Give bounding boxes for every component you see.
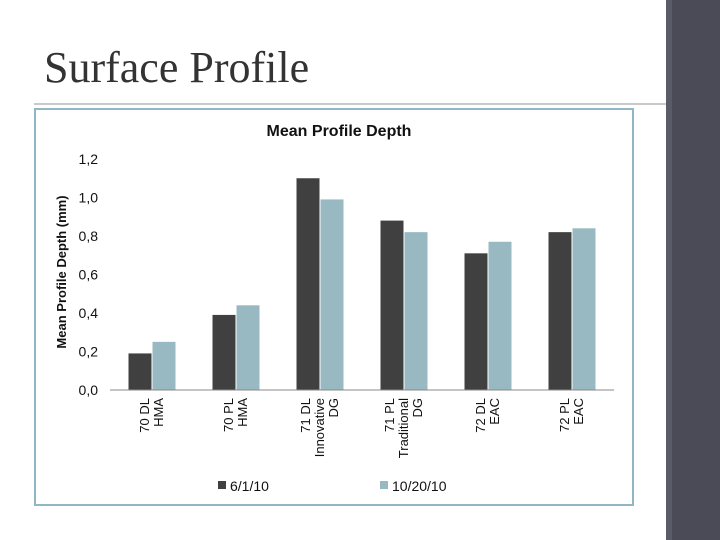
category-label-line: EAC bbox=[571, 398, 586, 425]
y-tick-label: 0,4 bbox=[79, 305, 99, 321]
bar bbox=[128, 353, 152, 390]
legend-swatch bbox=[218, 481, 226, 489]
y-axis-label: Mean Profile Depth (mm) bbox=[54, 195, 69, 348]
category-label-line: EAC bbox=[487, 398, 502, 425]
category-label-line: 71 DL bbox=[298, 398, 313, 433]
category-label-line: 70 PL bbox=[221, 398, 236, 432]
y-tick-label: 0,2 bbox=[79, 344, 99, 360]
legend-item: 10/20/10 bbox=[380, 478, 447, 494]
bar bbox=[404, 232, 428, 390]
bar bbox=[212, 314, 236, 390]
category-label-line: 71 PL bbox=[382, 398, 397, 432]
legend-item: 6/1/10 bbox=[218, 478, 269, 494]
slide-title: Surface Profile bbox=[44, 43, 310, 92]
y-tick-label: 0,8 bbox=[79, 228, 99, 244]
y-tick-label: 1,0 bbox=[79, 190, 99, 206]
category-label-line: Innovative bbox=[312, 398, 327, 457]
category-label: 72 DL EAC bbox=[473, 398, 502, 433]
bar bbox=[380, 220, 404, 390]
bar bbox=[152, 341, 176, 390]
category-label-line: 72 DL bbox=[473, 398, 488, 433]
legend-label: 10/20/10 bbox=[392, 478, 447, 494]
category-label-line: HMA bbox=[151, 398, 166, 427]
y-tick-label: 0,0 bbox=[79, 382, 99, 398]
category-label-line: 72 PL bbox=[557, 398, 572, 432]
y-tick-label: 0,6 bbox=[79, 267, 99, 283]
category-label: 71 DL Innovative DG bbox=[298, 398, 341, 457]
right-decorative-band bbox=[666, 0, 720, 540]
category-label-line: DG bbox=[410, 398, 425, 418]
legend-swatch bbox=[380, 481, 388, 489]
chart-title: Mean Profile Depth bbox=[267, 123, 412, 140]
bar bbox=[296, 178, 320, 390]
category-label: 71 PL Traditional DG bbox=[382, 398, 425, 458]
category-label-line: Traditional bbox=[396, 398, 411, 458]
legend-label: 6/1/10 bbox=[230, 478, 269, 494]
bar bbox=[320, 199, 344, 390]
category-label-line: DG bbox=[326, 398, 341, 418]
right-band-edge bbox=[666, 0, 672, 540]
bar bbox=[464, 253, 488, 390]
y-axis-ticks: 0,0 0,2 0,4 0,6 0,8 1,0 1,2 bbox=[79, 151, 99, 398]
bars bbox=[128, 178, 596, 390]
category-labels: 70 DL HMA 70 PL HMA 71 DL Innovative DG 71 PL Tr… bbox=[137, 398, 586, 459]
category-label: 70 PL HMA bbox=[221, 398, 250, 432]
bar bbox=[548, 232, 572, 390]
category-label: 72 PL EAC bbox=[557, 398, 586, 432]
category-label: 70 DL HMA bbox=[137, 398, 166, 433]
category-label-line: HMA bbox=[235, 398, 250, 427]
y-tick-label: 1,2 bbox=[79, 151, 99, 167]
category-label-line: 70 DL bbox=[137, 398, 152, 433]
bar bbox=[488, 241, 512, 390]
bar bbox=[236, 305, 260, 390]
bar bbox=[572, 228, 596, 390]
title-divider bbox=[34, 103, 666, 105]
legend: 6/1/10 10/20/10 bbox=[218, 478, 447, 494]
